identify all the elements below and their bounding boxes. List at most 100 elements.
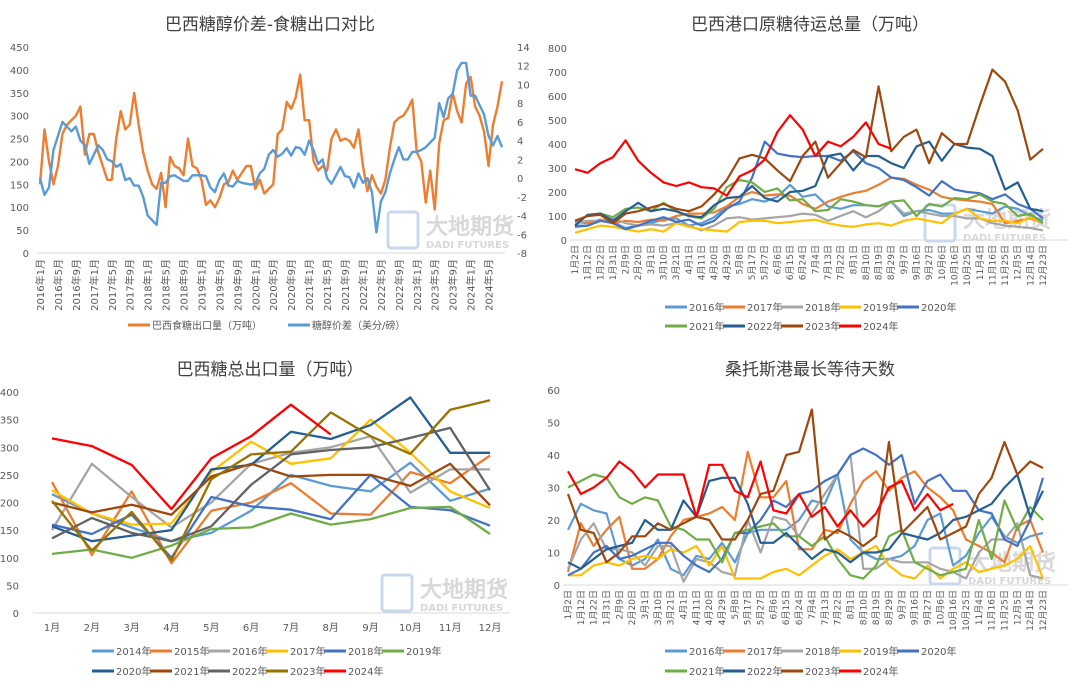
x-tick-label: 7月: [283, 622, 299, 634]
x-tick-label: 5月17日: [743, 590, 754, 625]
x-tick-label: 1月31日: [602, 590, 613, 625]
x-tick-label: 9月7日: [899, 245, 910, 274]
series-line-2020年: [567, 447, 1045, 577]
x-tick-label: 8月10日: [861, 245, 872, 280]
series-line-2018年: [574, 200, 1044, 232]
y-tick-label: 200: [0, 499, 19, 510]
x-tick-label: 4月: [163, 622, 179, 634]
x-tick-label: 3月1日: [640, 590, 651, 619]
x-tick-label: 2020年1月: [249, 259, 262, 311]
series-line-糖醇价差（美分/磅）: [38, 61, 504, 234]
x-tick-label: 7月13日: [820, 590, 831, 625]
legend-label: 2024年: [348, 665, 383, 678]
x-tick-label: 2017年5月: [106, 259, 119, 311]
x-tick-label: 9月27日: [924, 245, 935, 280]
legend-label: 2016年: [689, 301, 724, 314]
x-tick-label: 2023年9月: [447, 259, 460, 311]
x-tick-label: 10月16日: [948, 590, 959, 631]
series-line-2022年: [51, 426, 491, 543]
x-tick-label: 10月: [399, 622, 422, 634]
x-tick-label: 12月: [479, 622, 502, 634]
series-line-2017年: [566, 450, 1045, 573]
y-tick-label: 4: [517, 137, 523, 148]
x-tick-label: 1月2日: [570, 245, 581, 274]
x-tick-label: 2月: [84, 622, 100, 634]
series-line-2020年: [574, 140, 1044, 231]
y-tick-label: 250: [10, 135, 29, 146]
chart-title-sugar-ethanol-spread: 巴西糖醇价差-食糖出口对比: [164, 15, 376, 35]
x-tick-label: 11月16日: [987, 590, 998, 631]
y-tick-label: -6: [517, 230, 527, 241]
legend-label: 2019年: [406, 645, 441, 658]
series-line-2022年: [567, 473, 1044, 570]
series-line-2024年: [574, 114, 892, 197]
y-tick-label: 200: [10, 157, 29, 168]
x-tick-label: 8月1日: [848, 245, 859, 274]
legend-label: 2023年: [805, 665, 840, 678]
y-tick-label: 300: [548, 164, 567, 175]
y-tick-label: 0: [561, 236, 567, 247]
legend-label: 2023年: [290, 665, 325, 678]
x-tick-label: 8月1日: [845, 590, 856, 619]
x-tick-label: 2023年1月: [411, 259, 424, 311]
x-tick-label: 2016年1月: [34, 259, 47, 311]
y-tick-label: 700: [548, 68, 567, 79]
y-tick-label: 12: [517, 62, 530, 73]
x-tick-label: 1月31日: [608, 245, 619, 280]
x-tick-label: 2022年9月: [393, 259, 406, 311]
legend-label: 2017年: [290, 645, 325, 658]
x-tick-label: 3月: [123, 622, 139, 634]
legend-label: 2021年: [689, 665, 724, 678]
x-tick-label: 6月24日: [798, 245, 809, 280]
y-tick-label: 150: [10, 180, 29, 191]
x-tick-label: 5月8日: [730, 590, 741, 619]
legend-label: 2017年: [747, 645, 782, 658]
series-line-2021年: [567, 473, 1044, 580]
x-tick-label: 5月: [203, 622, 219, 634]
y-tick-label: 300: [10, 112, 29, 123]
series-line-2023年: [566, 408, 1044, 564]
x-tick-label: 7月4日: [807, 590, 818, 619]
y-tick-label: 8: [517, 99, 523, 110]
x-tick-label: 4月29日: [717, 590, 728, 625]
x-tick-label: 10月6日: [935, 590, 946, 625]
legend-label: 糖醇价差（美分/磅）: [312, 319, 405, 332]
series-line-2020年: [51, 396, 490, 543]
series-line-2023年: [51, 399, 491, 562]
x-tick-label: 12月5日: [1013, 245, 1024, 280]
x-tick-label: 1月12日: [583, 245, 594, 280]
legend-label: 2017年: [747, 301, 782, 314]
x-tick-label: 5月8日: [734, 245, 745, 274]
x-tick-label: 2月9日: [614, 590, 625, 619]
x-tick-label: 3月21日: [671, 245, 682, 280]
x-tick-label: 2022年5月: [375, 259, 388, 311]
x-tick-label: 4月11日: [691, 590, 702, 625]
legend-label: 2020年: [921, 645, 956, 658]
series-line-2015年: [50, 454, 491, 565]
watermark-logo-icon: [380, 573, 414, 613]
y-tick-label: 14: [517, 43, 530, 54]
series-line-2018年: [51, 473, 491, 559]
x-tick-label: 1月22日: [589, 590, 600, 625]
x-tick-label: 4月29日: [722, 245, 733, 280]
x-tick-label: 8月29日: [884, 590, 895, 625]
legend-label: 2018年: [348, 645, 383, 658]
x-tick-label: 2019年9月: [231, 259, 244, 311]
x-tick-label: 11月25日: [1000, 245, 1011, 286]
y-tick-label: 150: [0, 526, 19, 537]
x-tick-label: 2月20日: [627, 590, 638, 625]
x-tick-label: 12月23日: [1038, 590, 1049, 631]
x-tick-label: 8月10日: [858, 590, 869, 625]
watermark-text-en: DADI FUTURES: [963, 233, 1046, 244]
y-tick-label: 2: [517, 155, 523, 166]
x-tick-label: 4月11日: [696, 245, 707, 280]
x-tick-label: 2021年9月: [339, 259, 352, 311]
x-tick-label: 7月13日: [823, 245, 834, 280]
x-tick-label: 2017年1月: [88, 259, 101, 311]
watermark-text: 大地期货: [420, 577, 508, 603]
legend-label: 巴西食糖出口量（万吨）: [152, 319, 262, 332]
x-tick-label: 2月20日: [633, 245, 644, 280]
legend-label: 2019年: [863, 301, 898, 314]
y-tick-label: -2: [517, 193, 527, 204]
x-tick-label: 2019年5月: [213, 259, 226, 311]
